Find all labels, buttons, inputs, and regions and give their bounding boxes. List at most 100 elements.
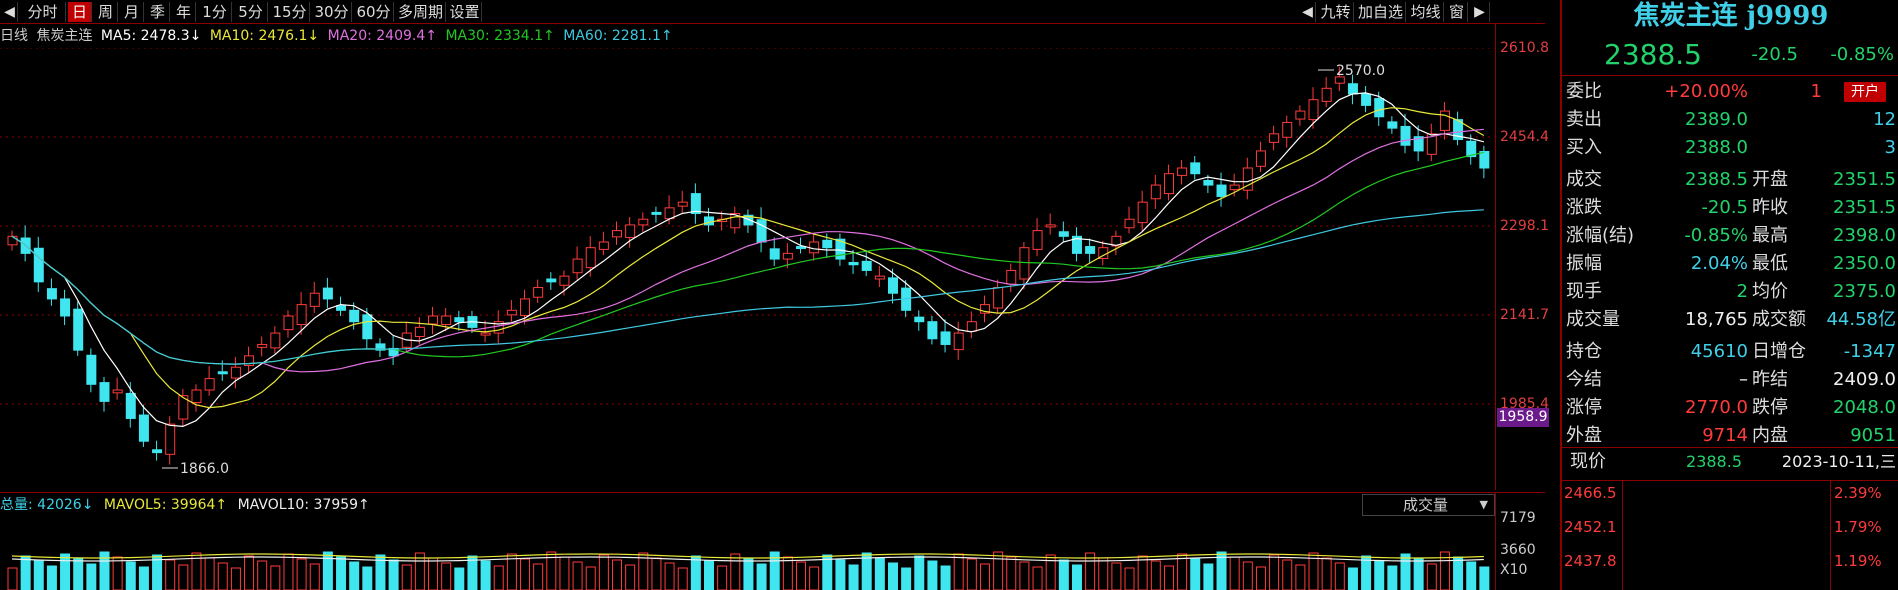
volume-bar <box>953 553 964 590</box>
candle <box>336 305 347 311</box>
divider <box>1562 447 1898 448</box>
volume-bar <box>874 557 885 590</box>
indicator-dropdown[interactable]: 成交量 ▼ <box>1362 494 1495 516</box>
volume-bar <box>401 564 412 590</box>
tab-daily[interactable]: 日 <box>68 2 92 22</box>
tab-fenshi[interactable]: 分时 <box>20 2 66 22</box>
candle <box>1374 98 1385 118</box>
quote-row: 涨跌 -20.5 昨收 2351.5 <box>1562 194 1898 222</box>
change-value: -20.5 <box>1751 44 1798 65</box>
volume-bar <box>1098 557 1109 590</box>
row-value: 2389.0 <box>1685 109 1748 130</box>
volume-bar <box>1058 559 1069 590</box>
volume-bar <box>638 552 649 590</box>
volume-bar <box>1269 554 1280 590</box>
candle <box>270 332 281 349</box>
volume-bar <box>979 563 990 590</box>
volume-bar <box>717 565 728 590</box>
left-arrow-icon[interactable]: ◀ <box>1300 2 1316 22</box>
low-annotation-text: 1866.0 <box>180 461 229 477</box>
candle <box>1413 136 1424 152</box>
volume-bar <box>283 553 294 590</box>
tab-60min[interactable]: 60分 <box>354 2 394 22</box>
candle <box>204 378 215 391</box>
open-account-button[interactable]: 开户 <box>1844 82 1886 102</box>
volume-bar <box>1190 558 1201 590</box>
volume-bar <box>217 562 228 590</box>
volume-bar <box>20 555 31 590</box>
tab-1min[interactable]: 1分 <box>198 2 232 22</box>
candle <box>283 315 294 331</box>
tab-multi-period[interactable]: 多周期 <box>396 2 446 22</box>
candle <box>993 287 1004 309</box>
volume-bar <box>704 560 715 590</box>
settings-button[interactable]: 设置 <box>448 2 482 22</box>
candle <box>217 371 228 375</box>
volume-bar <box>520 558 531 590</box>
volume-bar <box>730 553 741 590</box>
row-value-2: 2398.0 <box>1833 225 1896 246</box>
row-value: 2770.0 <box>1685 397 1748 418</box>
candle <box>1150 184 1161 200</box>
tab-15min[interactable]: 15分 <box>270 2 310 22</box>
row-value-2: 2351.5 <box>1833 169 1896 190</box>
tab-quarterly[interactable]: 季 <box>146 2 170 22</box>
row-value: 2388.0 <box>1685 137 1748 158</box>
add-watchlist-button[interactable]: 加自选 <box>1356 2 1406 22</box>
volume-tick: 7179 <box>1500 510 1536 526</box>
candle <box>441 315 452 326</box>
candle <box>782 252 793 260</box>
candle <box>651 211 662 215</box>
row-label: 买入 <box>1566 137 1602 158</box>
tab-30min[interactable]: 30分 <box>312 2 352 22</box>
candle <box>33 247 44 283</box>
volume-legend: 总量: 42026↓ MAVOL5: 39964↑ MAVOL10: 37959… <box>0 494 370 516</box>
candle <box>927 321 938 340</box>
period-label: 日线 <box>0 28 28 44</box>
volume-bar <box>467 555 478 590</box>
volume-bar <box>191 552 202 590</box>
row-label-2: 最低 <box>1752 253 1788 274</box>
volume-bar <box>244 555 255 590</box>
candlestick-chart[interactable]: 2570.0 1866.0 <box>0 48 1495 492</box>
window-button[interactable]: 窗 <box>1446 2 1468 22</box>
row-label-2: 均价 <box>1752 281 1788 302</box>
candle <box>1216 184 1227 197</box>
period-toolbar: ◀ 分时 日 周 月 季 年 1分 5分 15分 30分 60分 多周期 设置 … <box>0 0 1545 24</box>
price-tick: 2298.1 <box>1500 218 1549 234</box>
candle <box>1347 83 1358 95</box>
volume-bar <box>1071 564 1082 590</box>
candle <box>7 235 18 246</box>
row-value: -20.5 <box>1701 197 1748 218</box>
collapse-arrow-icon[interactable]: ▶ <box>1470 2 1490 22</box>
volume-bar <box>1295 564 1306 590</box>
volume-bar <box>1045 554 1056 590</box>
candle <box>1269 133 1280 143</box>
candle <box>480 332 491 336</box>
mini-pct-tick: 1.19% <box>1834 552 1882 570</box>
tab-weekly[interactable]: 周 <box>94 2 118 22</box>
candle <box>677 201 688 207</box>
candle <box>257 343 268 348</box>
tab-monthly[interactable]: 月 <box>120 2 144 22</box>
candle <box>152 449 163 454</box>
candle <box>1282 121 1293 138</box>
row-value: 45610 <box>1690 341 1748 362</box>
candle <box>86 354 97 385</box>
ma-button[interactable]: 均线 <box>1408 2 1444 22</box>
volume-bar <box>848 564 859 590</box>
tab-5min[interactable]: 5分 <box>234 2 268 22</box>
row-label-2: 昨收 <box>1752 197 1788 218</box>
prev-arrow-icon[interactable]: ◀ <box>2 2 18 22</box>
mini-pct-tick: 1.79% <box>1834 518 1882 536</box>
tab-yearly[interactable]: 年 <box>172 2 196 22</box>
jiuzhuan-button[interactable]: 九转 <box>1318 2 1354 22</box>
row-label-2: 日增仓 <box>1752 341 1806 362</box>
candle <box>99 382 110 402</box>
volume-bar <box>677 567 688 590</box>
candle <box>1466 140 1477 158</box>
price-tick: 2610.8 <box>1500 40 1549 56</box>
volume-bar <box>1085 552 1096 590</box>
candle <box>769 248 780 260</box>
candle <box>835 238 846 260</box>
